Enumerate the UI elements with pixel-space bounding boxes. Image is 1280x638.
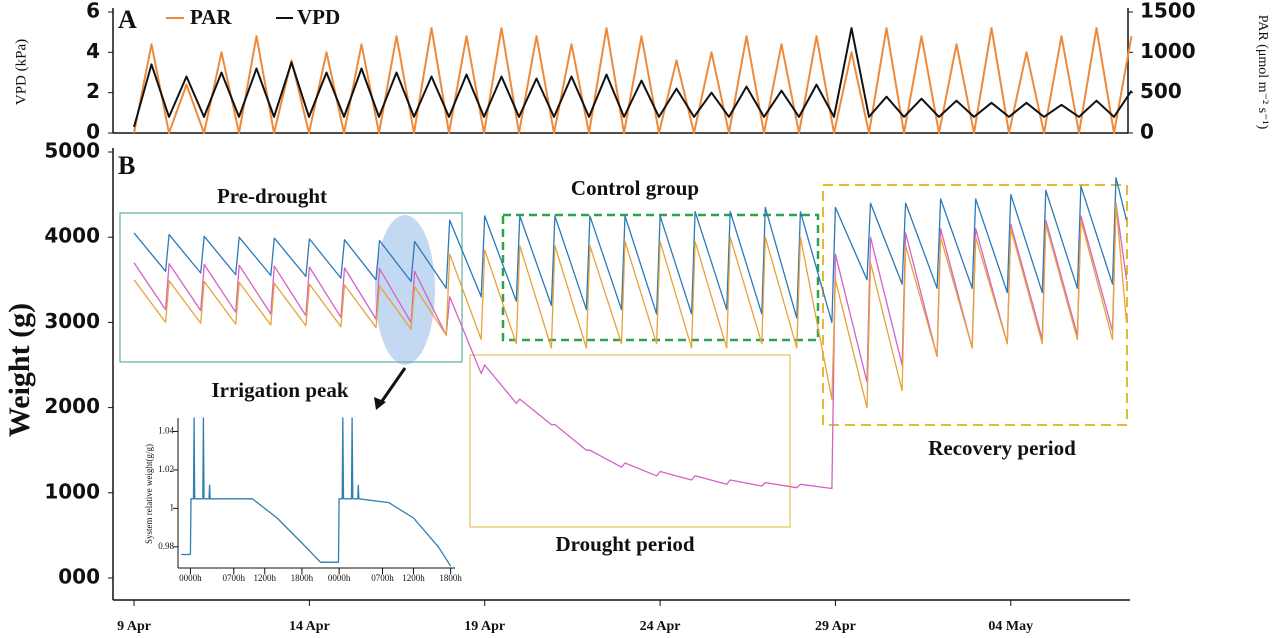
inset-bg — [176, 412, 458, 575]
series-line — [133, 27, 1133, 134]
annotation: Pre-drought — [217, 184, 327, 208]
y-tick-label: 4 — [86, 39, 100, 63]
annotation: Drought period — [555, 532, 694, 556]
x-tick-label: 19 Apr — [464, 619, 505, 634]
y-tick-label: 2000 — [44, 394, 100, 418]
y-tick-label: 1 — [170, 502, 175, 512]
annotation: Irrigation peak — [211, 378, 348, 402]
x-tick-label: 0700h — [223, 573, 246, 583]
y-tick-label: 1.04 — [158, 426, 174, 436]
arrow — [378, 367, 407, 405]
x-tick-label: 0000h — [179, 573, 202, 583]
x-tick-label: 24 Apr — [640, 619, 681, 634]
y2-axis-title: PAR (μmol m⁻² s⁻¹) — [1255, 15, 1270, 130]
y-axis-title: VPD (kPa) — [13, 39, 29, 105]
x-tick-label: 0700h — [371, 573, 394, 583]
panel-label: A — [118, 5, 137, 34]
annotation: Recovery period — [928, 436, 1076, 460]
series-line — [133, 202, 1128, 409]
series-line — [133, 176, 1128, 324]
x-tick-label: 9 Apr — [117, 619, 151, 634]
inset-y-title: System relative weight(g/g) — [144, 444, 154, 544]
y2-tick-label: 1500 — [1140, 0, 1196, 23]
series-line — [181, 417, 452, 567]
x-tick-label: 1200h — [254, 573, 277, 583]
panel-label: B — [118, 151, 135, 180]
period-box — [501, 213, 820, 342]
axes — [112, 8, 1130, 601]
arrow-head — [374, 397, 386, 410]
highlight — [375, 215, 435, 365]
period-box — [469, 354, 791, 528]
y-axis-title: Weight (g) — [3, 303, 36, 437]
x-tick-label: 29 Apr — [815, 619, 856, 634]
y-tick-label: 4000 — [44, 224, 100, 248]
y-tick-label: 2 — [86, 79, 100, 103]
annotation: Control group — [571, 176, 699, 200]
x-tick-label: 14 Apr — [289, 619, 330, 634]
x-tick-label: 1800h — [439, 573, 462, 583]
y2-tick-label: 0 — [1140, 120, 1154, 144]
y2-tick-label: 500 — [1140, 79, 1182, 103]
series-line — [133, 27, 1133, 128]
period-box — [822, 184, 1128, 426]
x-tick-label: 1800h — [291, 573, 314, 583]
y-tick-label: 1.02 — [158, 464, 174, 474]
y-tick-label: 5000 — [44, 139, 100, 163]
x-tick-label: 04 May — [988, 619, 1033, 634]
legend-label: PAR — [190, 5, 232, 29]
y2-tick-label: 1000 — [1140, 39, 1196, 63]
y-tick-label: 0.98 — [158, 541, 174, 551]
legend-label: VPD — [297, 5, 340, 29]
y-tick-label: 1000 — [44, 479, 100, 503]
x-tick-label: 0000h — [328, 573, 351, 583]
x-tick-label: 1200h — [402, 573, 425, 583]
y-tick-label: 3000 — [44, 309, 100, 333]
y-tick-label: 000 — [58, 565, 100, 589]
y-tick-label: 0 — [86, 120, 100, 144]
y-tick-label: 6 — [86, 0, 100, 23]
